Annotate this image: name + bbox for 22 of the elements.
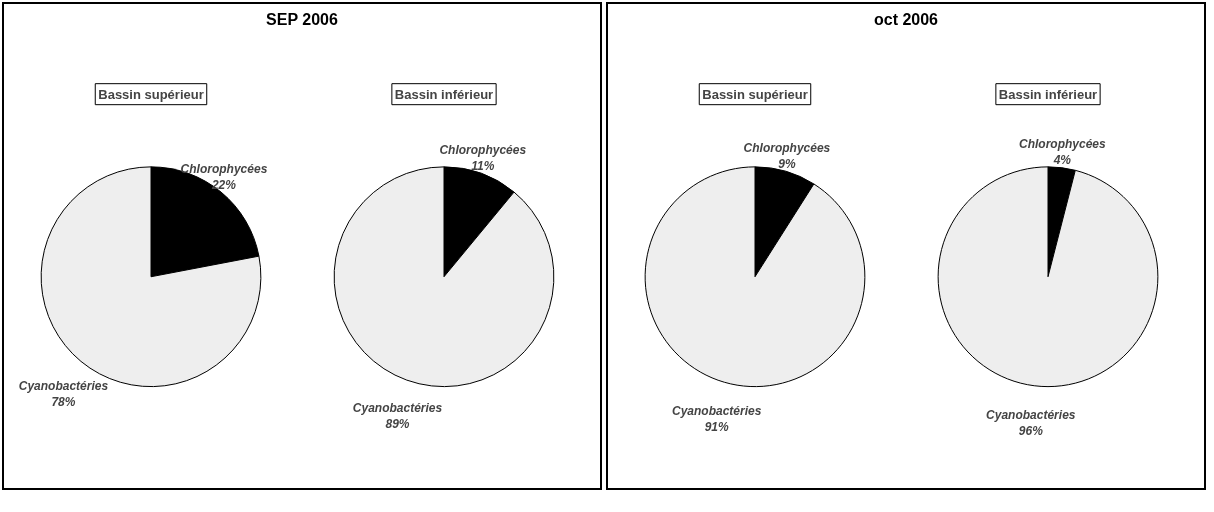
slice-label: Cyanobactéries <box>986 408 1076 423</box>
slice-label: Cyanobactéries <box>18 378 109 393</box>
slice-label: Cyanobactéries <box>352 401 443 416</box>
data-label: 11% <box>471 158 495 173</box>
slice-label: Chlorophycées <box>1019 137 1107 152</box>
data-label: 78% <box>51 394 76 409</box>
data-label: 9% <box>778 156 796 171</box>
text: SEP 2006 <box>266 10 338 30</box>
chart-subtitle: Bassin supérieur <box>702 86 808 102</box>
data-label: 91% <box>704 419 730 434</box>
slice-label: Chlorophycées <box>743 140 831 155</box>
slice-label: Chlorophycées <box>180 161 268 176</box>
chart-subtitle: Bassin supérieur <box>98 86 204 102</box>
data-label: 4% <box>1052 153 1072 168</box>
chart-subtitle: Bassin inférieur <box>394 86 494 102</box>
chart-subtitle: Bassin inférieur <box>998 86 1098 102</box>
data-label: 89% <box>385 417 410 432</box>
data-label: 96% <box>1018 424 1044 439</box>
slice-label: Chlorophycées <box>439 142 527 157</box>
slice-label: Cyanobactéries <box>672 403 762 418</box>
data-label: 22% <box>210 177 237 192</box>
text: oct 2006 <box>873 10 939 30</box>
